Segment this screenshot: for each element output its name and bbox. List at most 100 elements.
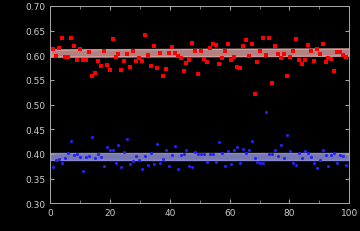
Point (325, 57, 331, 61)
Point (181, 70, 186, 73)
Point (169, 46, 175, 49)
Point (86, 154, 92, 158)
Point (308, 155, 314, 159)
Point (175, 55, 180, 59)
Point (213, 44, 219, 47)
Point (125, 52, 130, 56)
Point (317, 158, 323, 162)
Point (54, 158, 59, 162)
Point (113, 162, 118, 166)
Point (337, 154, 343, 157)
Point (243, 152, 248, 155)
Point (80, 59, 86, 62)
Point (252, 157, 257, 160)
Point (104, 146, 109, 149)
Point (80, 170, 86, 173)
Point (237, 67, 243, 70)
Point (116, 53, 121, 57)
Point (101, 50, 107, 54)
Point (281, 157, 287, 161)
Point (314, 167, 320, 170)
Point (246, 148, 252, 152)
Point (83, 155, 89, 159)
Point (273, 45, 278, 49)
Point (266, 152, 272, 156)
Point (107, 69, 112, 73)
Point (62, 56, 68, 60)
Point (255, 61, 260, 64)
Point (269, 82, 275, 86)
Point (287, 150, 293, 154)
Point (273, 148, 278, 152)
Point (198, 50, 204, 54)
Point (340, 154, 346, 158)
Point (323, 153, 328, 157)
Point (246, 55, 252, 58)
Point (305, 151, 311, 155)
Point (148, 151, 154, 155)
Point (57, 158, 62, 161)
Point (249, 140, 255, 144)
Point (275, 53, 281, 56)
Point (216, 63, 222, 67)
Point (204, 61, 210, 65)
Point (157, 161, 163, 165)
Point (207, 47, 213, 51)
Point (228, 162, 234, 166)
Point (228, 59, 234, 63)
Point (186, 164, 192, 168)
Point (193, 50, 198, 54)
Point (296, 59, 302, 63)
Point (71, 45, 77, 49)
Point (213, 160, 219, 164)
Point (118, 166, 124, 170)
Point (57, 47, 62, 50)
Point (278, 143, 284, 147)
Point (89, 74, 95, 78)
Point (148, 65, 154, 69)
Point (130, 159, 136, 163)
Point (216, 140, 222, 144)
Point (77, 48, 83, 52)
Point (160, 75, 166, 79)
Point (68, 140, 74, 144)
Point (142, 34, 148, 37)
Point (231, 56, 237, 59)
Point (222, 164, 228, 168)
Point (275, 155, 281, 158)
Point (193, 151, 198, 154)
Point (293, 38, 299, 41)
Point (299, 157, 305, 160)
Point (325, 164, 331, 168)
Point (166, 52, 172, 55)
Point (50, 48, 56, 52)
Point (83, 59, 89, 62)
Point (234, 146, 240, 149)
Point (231, 149, 237, 152)
Point (317, 53, 323, 56)
Point (240, 45, 246, 49)
Point (334, 162, 340, 165)
Point (160, 157, 166, 161)
Point (163, 148, 169, 152)
Point (74, 59, 80, 62)
Point (243, 39, 248, 43)
Point (95, 60, 101, 64)
Point (71, 153, 77, 157)
Point (189, 165, 195, 169)
Point (121, 150, 127, 154)
Point (284, 134, 290, 137)
Point (92, 72, 98, 76)
Point (311, 59, 316, 63)
Point (210, 43, 216, 46)
Point (234, 66, 240, 69)
Point (201, 58, 207, 61)
Point (323, 61, 328, 65)
Point (151, 45, 157, 49)
Point (178, 57, 184, 61)
Point (145, 163, 151, 167)
Point (136, 57, 142, 61)
Point (178, 153, 184, 157)
Point (130, 50, 136, 53)
Point (261, 37, 266, 41)
